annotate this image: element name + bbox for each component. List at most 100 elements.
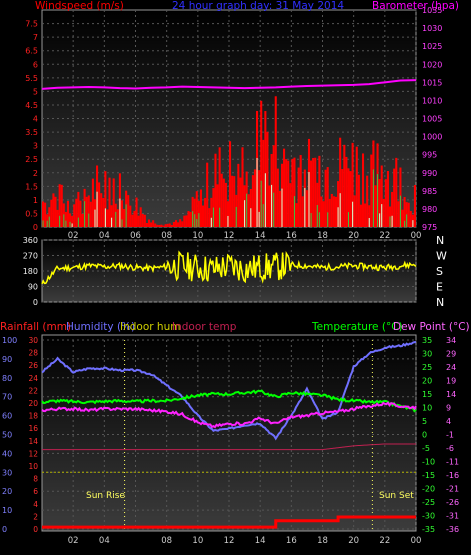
windspeed-bar <box>42 201 45 227</box>
wind-average-bar <box>119 198 121 227</box>
windspeed-bar <box>69 213 72 227</box>
temperature-tick-label: 25 <box>422 363 432 372</box>
x-tick-label: 00 <box>411 536 422 546</box>
x-tick-label: 18 <box>317 536 328 546</box>
windspeed-bar <box>172 221 175 227</box>
windspeed-bar <box>370 154 373 227</box>
wind-average-bar <box>412 220 414 227</box>
windspeed-bar <box>120 200 124 227</box>
windspeed-bar <box>46 214 49 227</box>
windspeed-bar <box>409 211 412 227</box>
wind-average-bar <box>246 193 248 227</box>
barometer-tick-label: 1000 <box>422 133 442 142</box>
windspeed-bar <box>337 181 340 227</box>
windspeed-bar <box>189 211 192 227</box>
windspeed-bar <box>343 144 346 227</box>
windspeed-bar <box>320 196 323 227</box>
dew-point-tick-label: 34 <box>446 336 456 345</box>
windspeed-bar <box>293 157 296 227</box>
windspeed-bar <box>60 184 63 227</box>
windspeed-bar <box>218 147 221 227</box>
windspeed-bar <box>249 188 252 227</box>
humidity-tick-label: 20 <box>2 487 12 496</box>
wind-average-bar <box>84 201 86 227</box>
windspeed-bar <box>341 169 344 227</box>
wind-average-bar <box>389 216 391 227</box>
compass-label: E <box>436 281 443 294</box>
dew-point-line <box>41 401 417 429</box>
windspeed-bar <box>299 155 302 227</box>
windspeed-bar <box>347 168 350 227</box>
windspeed-bar <box>258 170 261 227</box>
windspeed-bar <box>262 139 265 227</box>
windspeed-tick-label: 7.5 <box>25 20 38 29</box>
wind-average-bar <box>198 213 200 227</box>
windspeed-bar <box>54 196 57 227</box>
wind-direction-line <box>41 250 417 285</box>
windspeed-bar <box>310 160 313 227</box>
windspeed-bar <box>212 188 215 227</box>
windspeed-bar <box>181 221 184 227</box>
dew-point-tick-label: -31 <box>446 512 459 521</box>
windspeed-bar <box>233 176 236 227</box>
x-tick-label: 10 <box>192 536 203 546</box>
windspeed-bar <box>139 207 142 227</box>
windspeed-bar <box>351 142 354 227</box>
windspeed-bar <box>216 184 219 227</box>
rainfall-tick-label: 4 <box>33 500 38 509</box>
windspeed-bar <box>237 163 240 227</box>
windspeed-bar <box>210 197 213 227</box>
windspeed-axis-label: Windspeed (m/s) <box>35 0 124 12</box>
rainfall-tick-label: 30 <box>28 336 38 345</box>
x-tick-label: 12 <box>224 536 235 546</box>
rainfall-tick-label: 8 <box>33 475 38 484</box>
wind-average-bar <box>69 221 71 227</box>
windspeed-bar <box>154 223 157 227</box>
windspeed-bar <box>152 220 155 227</box>
windspeed-bar <box>79 200 82 227</box>
windspeed-bar <box>253 169 257 227</box>
wind-average-bar <box>304 187 306 227</box>
wind-average-bar <box>381 204 383 227</box>
wind-average-bar <box>244 200 246 227</box>
windspeed-bar <box>324 169 327 227</box>
barometer-tick-label: 1020 <box>422 60 442 69</box>
humidity-axis-label: Humidity (%) <box>66 321 135 333</box>
windspeed-bar <box>287 160 290 227</box>
windspeed-tick-label: 2 <box>33 169 38 178</box>
windspeed-bar <box>133 210 136 227</box>
windspeed-bar <box>395 157 398 227</box>
rainfall-tick-label: 18 <box>28 412 38 421</box>
wind-average-bar <box>111 217 113 227</box>
dew-point-tick-label: 14 <box>446 390 456 399</box>
windspeed-bar <box>355 146 358 227</box>
windspeed-bar <box>193 198 196 227</box>
wind-average-bar <box>271 184 273 227</box>
humidity-tick-label: 80 <box>2 374 12 383</box>
wind-average-bar <box>65 220 67 227</box>
windspeed-bar <box>110 205 113 227</box>
windspeed-tick-label: 1 <box>33 196 38 205</box>
windspeed-bar <box>52 193 55 227</box>
compass-label: N <box>436 296 444 309</box>
windspeed-bar <box>374 185 377 227</box>
humidity-tick-label: 10 <box>2 506 12 515</box>
x-tick-label: 08 <box>161 536 172 546</box>
windspeed-bar <box>251 175 254 227</box>
windspeed-bar <box>326 167 329 227</box>
windspeed-bar <box>141 213 144 227</box>
wind-average-bar <box>262 204 264 227</box>
windspeed-bar <box>239 177 242 227</box>
temperature-tick-label: -20 <box>422 485 435 494</box>
wind-average-bar <box>71 223 73 227</box>
windspeed-bar <box>330 193 333 227</box>
windspeed-bar <box>204 198 207 227</box>
wind-average-bar <box>264 173 266 227</box>
windspeed-bar <box>378 179 381 227</box>
windspeed-bar <box>229 141 232 227</box>
barometer-axis-label: Barometer (hpa) <box>372 0 459 12</box>
wind-average-bar <box>339 193 341 227</box>
wind-average-bar <box>104 208 106 227</box>
wind-average-bar <box>256 157 258 227</box>
temperature-tick-label: -10 <box>422 458 435 467</box>
